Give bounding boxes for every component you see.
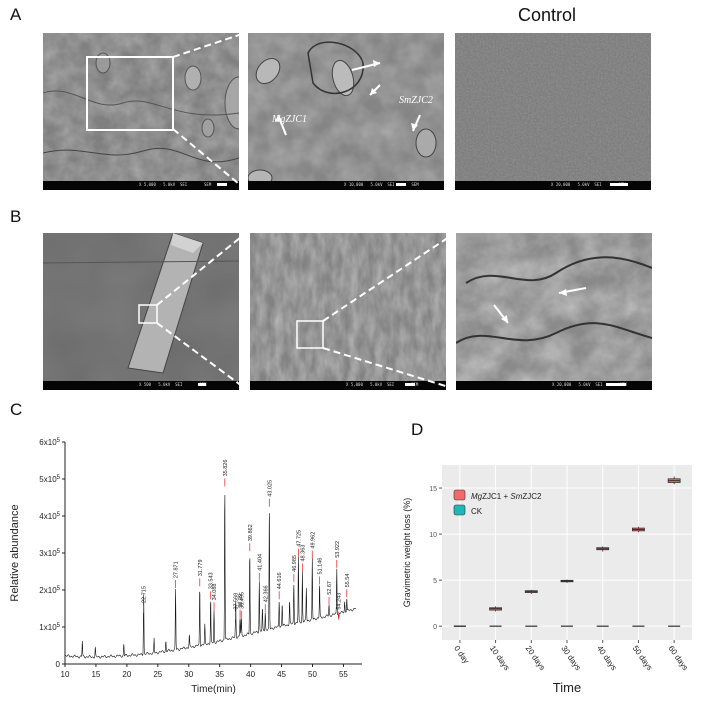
y-axis-title: Gravimetric weight loss (%) [402,498,412,608]
legend-swatch [453,504,466,516]
label-mgzjc1: MgZJC1 [272,114,307,125]
y-tick-label: 1x105 [39,623,60,632]
peak-label: 49.962 [310,532,316,549]
x-tick-label: 0 day [452,644,471,665]
peak-label: 42.366 [263,585,269,602]
peak-label: 53.922 [335,541,341,558]
x-axis-title: Time [553,680,581,695]
peak-label: 33.543 [209,572,215,589]
x-tick-label: 50 [308,670,317,679]
peak-label: 31.779 [198,559,204,576]
y-tick-label: 0 [433,624,437,631]
peak-label: 47.725 [296,530,302,547]
sem-image-a1: X 5,000 5.0kV SEI SEM [43,33,239,190]
y-tick-label: 0 [56,660,61,669]
x-tick-label: 30 [184,670,193,679]
x-tick-label: 35 [215,670,224,679]
legend-swatch [453,489,466,501]
peak-label: 38.495 [239,592,245,609]
sem-image-b2: X 5,000 5.0kV SEI SEM [250,233,446,390]
control-title: Control [518,5,577,25]
panel-label-a: A [10,5,22,24]
x-tick-label: 25 [153,670,162,679]
y-tick-label: 10 [429,532,437,539]
x-tick-label: 20 [122,670,131,679]
x-tick-label: 55 [339,670,348,679]
panel-label-c: C [10,400,23,419]
peak-label: 39.862 [248,524,254,541]
chromatogram-chart: 0 1x105 2x105 3x105 4x105 5x105 6x105 10 15 20 25 3… [9,438,362,695]
peak-label: 27.871 [174,561,180,578]
zoom-lines-b1 [157,232,247,390]
peak-label: 52.67 [327,581,333,595]
x-tick-label: 40 days [595,644,618,672]
x-tick-label: 10 [61,670,70,679]
y-tick-label: 3x105 [39,549,60,558]
weight-loss-chart: 0 5 10 15 0 day 10 days 20 days 30 days 40 days 5… [402,465,692,695]
peak-label: 38.29 [238,594,244,608]
x-tick-label: 45 [277,670,286,679]
x-tick-label: 40 [246,670,255,679]
zoom-lines-a [173,32,246,190]
peak-label: 22.715 [142,586,148,603]
chromatogram-trace [64,494,357,659]
label-smzjc2: SmZJC2 [399,95,433,106]
peak-label: 43.025 [267,480,273,497]
peak-label: 35.826 [223,460,229,477]
sem-image-b1: X 500 5.0kV SEI SEM [43,233,239,390]
y-tick-label: 5x105 [39,475,60,484]
panel-label-d: D [411,420,424,439]
y-tick-label: 15 [429,486,437,493]
zoom-lines-b2 [322,232,456,390]
peak-label: 34.088 [212,584,218,601]
sem-image-a3-control: X 20,000 5.0kV SEI SEM [455,33,651,190]
x-tick-label: 50 days [631,644,654,672]
peak-label: 55.54 [345,574,351,588]
sem-image-a2: MgZJC1 SmZJC2 X 10,000 5.0kV SEI SEM [248,33,444,190]
y-axis-title: Relative abundance [9,504,21,601]
x-tick-label: 10 days [488,644,511,672]
peak-label: 54.243 [337,593,343,610]
y-tick-label: 5 [433,578,437,585]
legend-label: CK [471,507,483,516]
peak-label: 48.363 [300,545,306,562]
sem-image-b3: X 20,000 5.0kV SEI SEM [456,233,652,390]
peak-label: 37.568 [234,593,240,610]
panel-label-b: B [10,207,22,226]
x-tick-label: 30 days [559,644,582,672]
x-tick-label: 60 days [667,644,690,672]
x-axis-title: Time(min) [191,684,236,695]
peak-label: 44.616 [277,572,283,589]
x-tick-label: 20 days [524,644,547,672]
peak-label: 51.146 [318,558,324,575]
peak-label: 46.985 [292,555,298,572]
peak-label: 41.404 [257,554,263,571]
x-tick-label: 15 [91,670,100,679]
y-tick-label: 6x105 [39,438,60,447]
legend-label: MgZJC1 + SmZJC2 [471,492,542,501]
y-tick-label: 4x105 [39,512,60,521]
y-tick-label: 2x105 [39,586,60,595]
